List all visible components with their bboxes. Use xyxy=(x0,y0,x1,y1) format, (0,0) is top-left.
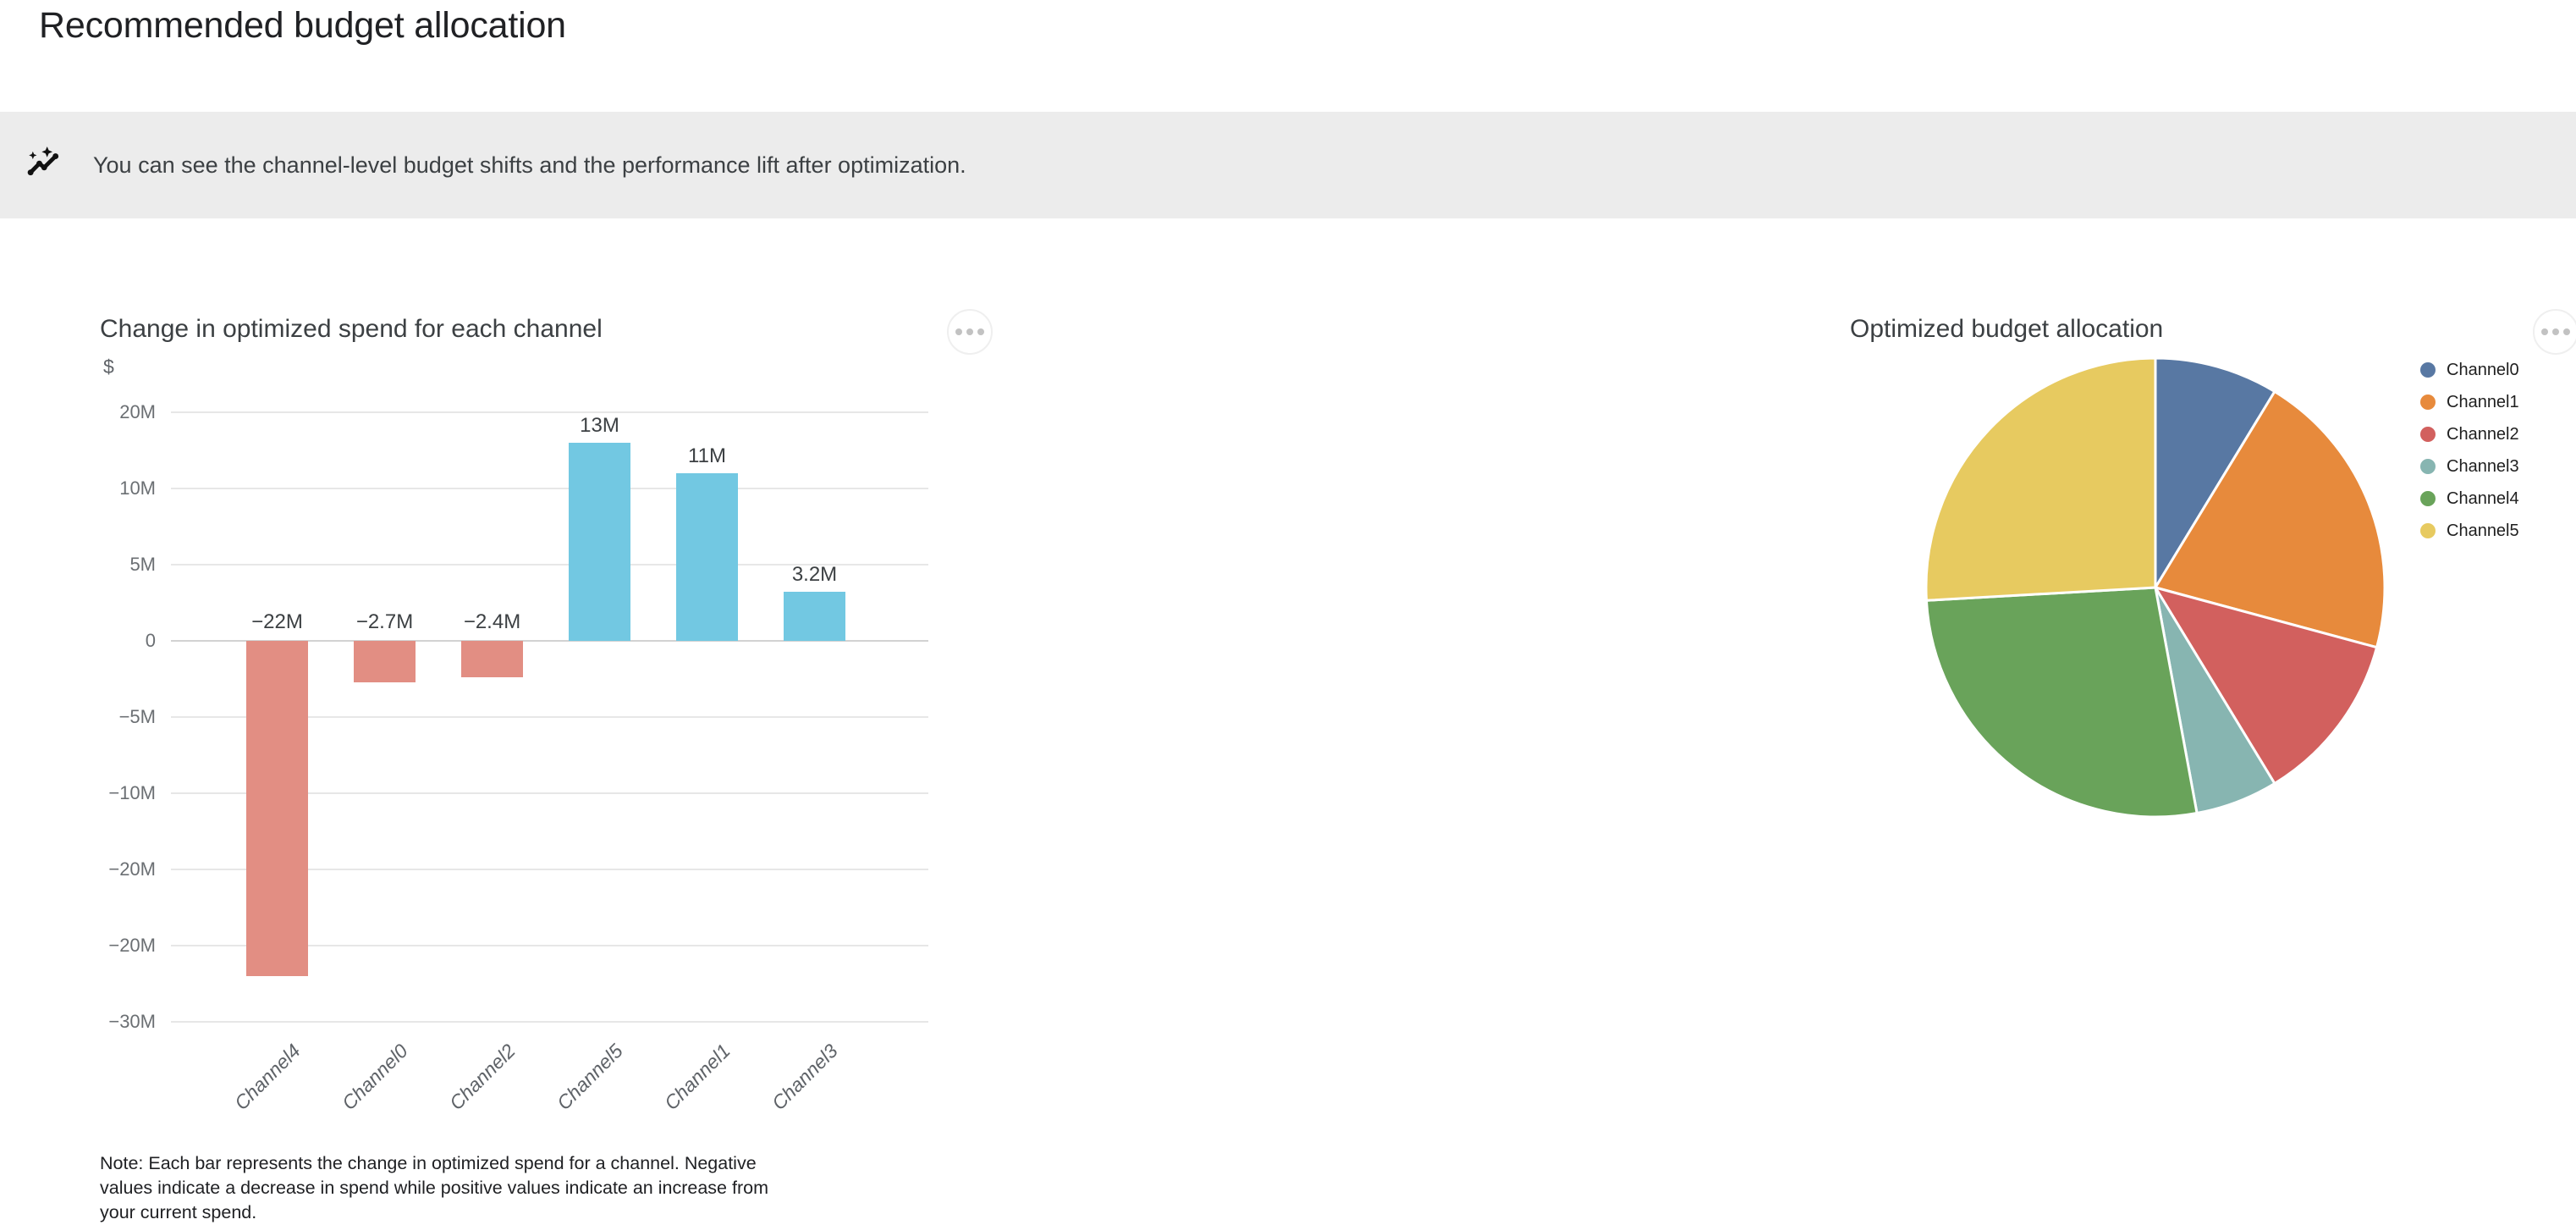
bar-channel1[interactable] xyxy=(676,473,738,641)
bar-channel4[interactable] xyxy=(246,641,308,976)
legend-item-channel3: Channel3 xyxy=(2420,450,2519,483)
y-axis-tick-label: −5M xyxy=(118,706,156,727)
legend-label: Channel2 xyxy=(2447,424,2519,444)
x-axis-tick-label: Channel5 xyxy=(552,1040,627,1115)
gridline xyxy=(171,1021,928,1023)
x-axis-tick-label: Channel1 xyxy=(659,1040,735,1115)
gridline xyxy=(171,411,928,413)
y-axis-tick-label: −30M xyxy=(108,1011,156,1032)
legend-item-channel0: Channel0 xyxy=(2420,354,2519,386)
x-axis-tick-label: Channel2 xyxy=(444,1040,520,1115)
banner-text: You can see the channel-level budget shi… xyxy=(93,152,966,178)
y-axis-tick-label: −20M xyxy=(108,858,156,880)
auto-graph-icon xyxy=(25,144,64,183)
legend-item-channel2: Channel2 xyxy=(2420,418,2519,450)
more-options-button[interactable] xyxy=(2533,309,2576,355)
y-axis-unit-label: $ xyxy=(103,356,114,378)
legend-label: Channel5 xyxy=(2447,521,2519,540)
legend-label: Channel1 xyxy=(2447,392,2519,411)
more-options-icon xyxy=(955,328,962,335)
pie-slice-channel5[interactable] xyxy=(1924,356,2157,602)
bar-value-label: 11M xyxy=(688,444,726,467)
zero-gridline xyxy=(171,640,928,642)
bar-value-label: 3.2M xyxy=(791,563,838,587)
legend-swatch xyxy=(2420,395,2436,410)
pie-legend: Channel0 Channel1 Channel2 Channel3 Channel4… xyxy=(2420,354,2519,547)
x-axis-tick-label: Channel3 xyxy=(767,1040,842,1115)
bar-value-label: 13M xyxy=(580,414,619,437)
legend-label: Channel3 xyxy=(2447,456,2519,476)
bar-value-label: −22M xyxy=(251,610,303,633)
gridline xyxy=(171,564,928,566)
pie-chart xyxy=(1924,356,2386,819)
legend-item-channel4: Channel4 xyxy=(2420,483,2519,515)
gridline xyxy=(171,792,928,794)
page-title: Recommended budget allocation xyxy=(39,5,566,46)
bar-chart-card: Change in optimized spend for each chann… xyxy=(100,309,1031,1224)
pie-slice-channel0[interactable] xyxy=(2154,356,2276,589)
gridline xyxy=(171,488,928,489)
bar-value-label: −2.4M xyxy=(463,610,521,633)
bar-plot: 20M 10M 5M 0 −5M −10M −20M −20M −30M −22M Channel4… xyxy=(100,315,1031,1224)
pie-slice-channel4[interactable] xyxy=(1924,586,2199,819)
pie-chart-card: Optimized budget allocation Channel0 Chan… xyxy=(1850,309,2576,908)
y-axis-tick-label: 0 xyxy=(145,630,156,651)
y-axis-tick-label: 10M xyxy=(119,477,156,499)
gridline xyxy=(171,716,928,718)
legend-label: Channel0 xyxy=(2447,360,2519,379)
legend-swatch xyxy=(2420,523,2436,538)
pie-chart-title: Optimized budget allocation xyxy=(1850,315,2164,343)
x-axis-tick-label: Channel4 xyxy=(229,1040,305,1115)
bar-channel2[interactable] xyxy=(461,641,523,678)
legend-item-channel5: Channel5 xyxy=(2420,515,2519,547)
bar-chart-title: Change in optimized spend for each chann… xyxy=(100,315,603,343)
legend-swatch xyxy=(2420,427,2436,442)
bar-channel0[interactable] xyxy=(354,641,416,682)
bar-channel5[interactable] xyxy=(569,443,630,641)
more-options-button[interactable] xyxy=(947,309,993,355)
legend-swatch xyxy=(2420,459,2436,474)
legend-item-channel1: Channel1 xyxy=(2420,386,2519,418)
legend-swatch xyxy=(2420,362,2436,378)
more-options-icon xyxy=(2541,328,2548,335)
x-axis-tick-label: Channel0 xyxy=(337,1040,412,1115)
bar-channel3[interactable] xyxy=(784,592,845,641)
y-axis-tick-label: −20M xyxy=(108,935,156,956)
gridline xyxy=(171,945,928,946)
y-axis-tick-label: 5M xyxy=(129,554,156,575)
pie-slice-channel1[interactable] xyxy=(2154,390,2386,649)
legend-label: Channel4 xyxy=(2447,488,2519,508)
y-axis-tick-label: −10M xyxy=(108,782,156,803)
y-axis-tick-label: 20M xyxy=(119,401,156,422)
bar-value-label: −2.7M xyxy=(355,610,414,633)
info-banner: You can see the channel-level budget shi… xyxy=(0,112,2576,218)
chart-note: Note: Each bar represents the change in … xyxy=(100,1152,768,1222)
legend-swatch xyxy=(2420,491,2436,506)
pie-slice-channel2[interactable] xyxy=(2154,586,2379,785)
gridline xyxy=(171,869,928,870)
